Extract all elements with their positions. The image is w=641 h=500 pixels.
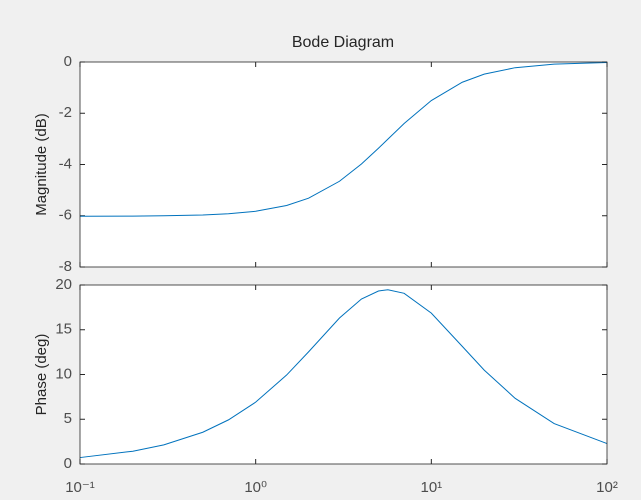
x-tick-label: 10¹ bbox=[420, 479, 442, 496]
y-tick-label: 10 bbox=[55, 365, 72, 382]
y-tick-label: 0 bbox=[64, 455, 72, 472]
plot-area bbox=[80, 285, 607, 464]
y-tick-label: -8 bbox=[59, 258, 72, 275]
plot-area bbox=[80, 62, 607, 267]
plot-frame bbox=[79, 284, 608, 465]
data-line bbox=[79, 289, 608, 459]
x-tick-label: 10⁻¹ bbox=[65, 479, 95, 496]
plot-frame bbox=[79, 61, 608, 268]
y-tick-label: 5 bbox=[64, 410, 72, 427]
chart-title: Bode Diagram bbox=[292, 34, 394, 51]
x-tick-label: 10² bbox=[596, 479, 618, 496]
y-axis-label: Magnitude (dB) bbox=[33, 113, 50, 216]
y-axis-label: Phase (deg) bbox=[33, 334, 50, 416]
y-tick-label: 0 bbox=[64, 53, 72, 70]
y-tick-label: 15 bbox=[55, 321, 72, 338]
data-line bbox=[79, 62, 608, 217]
y-tick-label: 20 bbox=[55, 276, 72, 293]
x-tick-label: 10⁰ bbox=[244, 479, 267, 496]
y-tick-label: -4 bbox=[59, 155, 72, 172]
y-tick-label: -6 bbox=[59, 207, 72, 224]
y-tick-label: -2 bbox=[59, 104, 72, 121]
